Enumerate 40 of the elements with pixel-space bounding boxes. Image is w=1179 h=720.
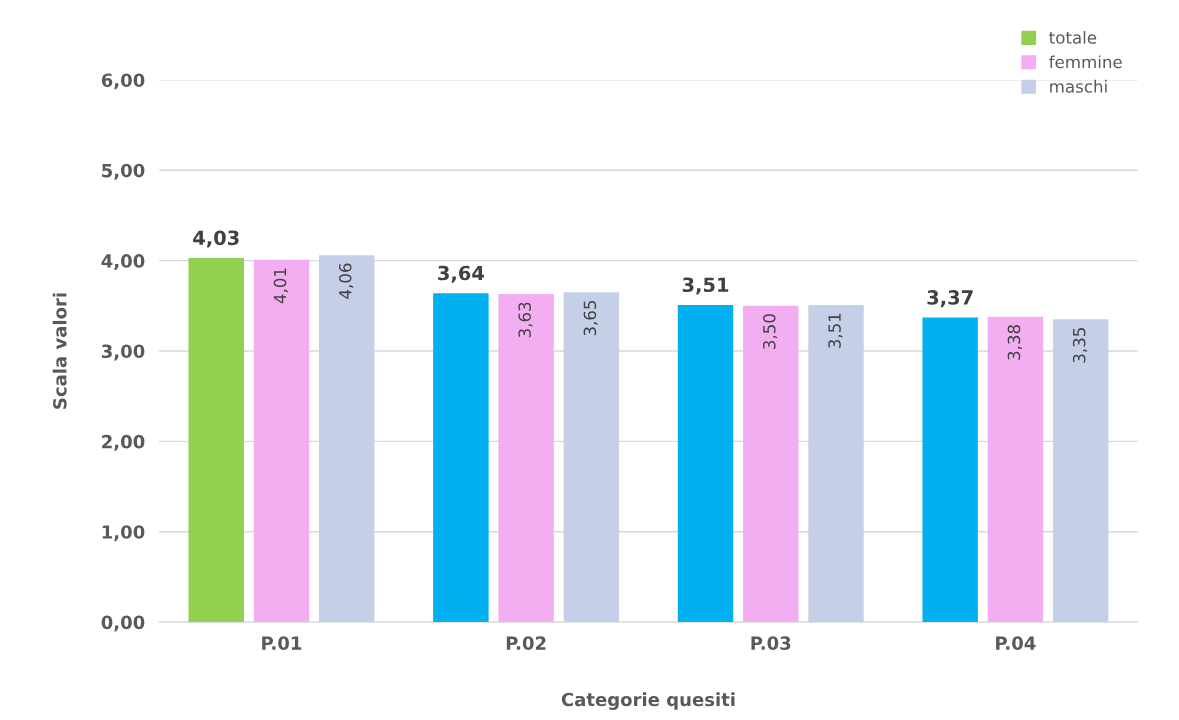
y-tick-label: 2,00: [102, 434, 145, 451]
data-label: 3,50: [763, 314, 778, 349]
y-axis-title: Scala valori: [52, 293, 67, 409]
bar: [563, 292, 620, 623]
bar: [808, 304, 864, 623]
x-tick-label: P.01: [262, 636, 302, 650]
bar: [319, 255, 375, 623]
y-tick-label: 3,00: [101, 344, 145, 361]
data-label: 4,06: [338, 263, 354, 299]
bar: [987, 316, 1044, 623]
data-label: 3,35: [1072, 328, 1088, 363]
x-axis-title: Categorie quesiti: [561, 692, 735, 710]
y-tick-label: 4,00: [101, 254, 145, 271]
data-label: 3,65: [583, 300, 598, 336]
bar: [677, 304, 734, 623]
y-tick-label: 0,00: [101, 615, 145, 632]
data-label: 3,38: [1007, 325, 1022, 360]
bar: [743, 305, 799, 623]
data-label: 3,37: [927, 290, 973, 308]
data-label: 3,51: [682, 277, 729, 295]
data-label: 3,64: [438, 265, 484, 283]
bar: [188, 257, 244, 623]
x-tick-label: P.02: [506, 636, 546, 650]
bar: [253, 259, 310, 623]
bar: [433, 293, 489, 623]
bar: [1052, 319, 1109, 623]
bar: [498, 294, 554, 623]
legend-label: femmine: [1049, 55, 1122, 69]
y-tick-label: 1,00: [102, 525, 145, 542]
y-tick-label: 6,00: [101, 73, 145, 90]
data-label: 3,51: [828, 313, 843, 348]
x-tick-label: P.04: [996, 636, 1036, 650]
legend-label: maschi: [1050, 79, 1107, 93]
legend-label: totale: [1049, 30, 1097, 44]
data-label: 3,63: [518, 302, 533, 338]
bar: [922, 317, 978, 623]
data-label: 4,03: [193, 230, 239, 248]
data-label: 4,01: [273, 268, 289, 304]
y-tick-label: 5,00: [102, 163, 145, 180]
x-tick-label: P.03: [751, 636, 791, 650]
